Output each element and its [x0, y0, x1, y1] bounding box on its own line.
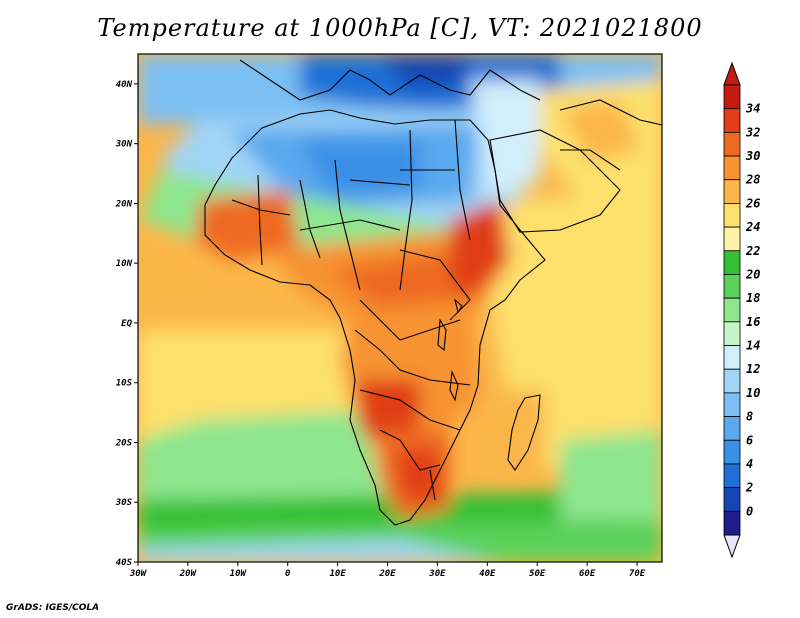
colorbar-level-label: 26: [745, 196, 760, 210]
colorbar-level-label: 12: [746, 362, 760, 376]
colorbar-level-label: 2: [745, 481, 753, 495]
colorbar-swatch: [723, 297, 741, 323]
latitude-axis: 40N 30N 20N 10N EQ 10S 20S 30S 40S: [115, 80, 138, 568]
colorbar-level-label: 28: [745, 173, 760, 187]
lat-tick-label: 40N: [116, 80, 133, 90]
colorbar-level-label: 8: [746, 410, 753, 424]
lon-tick-label: 30E: [428, 569, 446, 579]
lat-tick-label: 20N: [115, 199, 133, 209]
lon-tick-label: 10E: [329, 569, 346, 579]
colorbar-level-label: 18: [746, 291, 760, 305]
footer-credit: GrADS: IGES/COLA: [6, 603, 100, 613]
coastlines: [204, 59, 662, 526]
colorbar-swatch: [723, 392, 741, 417]
colorbar-swatch: [723, 416, 741, 441]
colorbar-swatch: [723, 203, 741, 228]
colorbar-level-label: 32: [745, 125, 760, 139]
colorbar-swatch: [723, 226, 741, 252]
chart-title: Temperature at 1000hPa [C], VT: 20210218…: [97, 14, 703, 42]
colorbar-swatch: [723, 487, 741, 512]
lat-tick-label: 30S: [115, 498, 133, 508]
lon-tick-label: 70E: [629, 569, 646, 579]
colorbar-level-label: 0: [746, 504, 753, 518]
colorbar-swatch: [723, 368, 741, 394]
colorbar-under-triangle: [723, 534, 741, 559]
lon-tick-label: 20E: [378, 569, 396, 579]
lat-tick-label: 10S: [116, 379, 133, 389]
lon-tick-label: 40E: [479, 569, 496, 579]
lon-tick-label: 20W: [179, 569, 198, 579]
colorbar-level-label: 14: [746, 339, 760, 353]
lat-tick-label: 30N: [115, 140, 133, 150]
colorbar-swatch: [723, 345, 741, 370]
colorbar-swatch: [723, 84, 741, 110]
map-frame: [137, 53, 663, 563]
colorbar-over-triangle: [723, 61, 741, 86]
colorbar-swatch: [723, 463, 741, 489]
colorbar-level-label: 34: [745, 102, 760, 116]
colorbar-swatch: [723, 131, 741, 157]
lat-tick-label: EQ: [121, 319, 132, 329]
colorbar-swatch: [723, 439, 741, 465]
colorbar-level-label: 16: [746, 315, 760, 329]
lon-tick-label: 10W: [230, 569, 248, 579]
lat-tick-label: 10N: [116, 259, 133, 269]
colorbar-swatch: [723, 510, 741, 536]
colorbar-swatch: [723, 321, 741, 346]
colorbar-level-label: 22: [745, 244, 760, 258]
lat-tick-label: 40S: [116, 558, 133, 568]
colorbar-swatch: [723, 108, 741, 133]
colorbar-level-label: 30: [745, 149, 760, 163]
colorbar-level-label: 6: [746, 433, 753, 447]
colorbar-level-label: 20: [745, 267, 760, 281]
temperature-field: [138, 54, 662, 562]
colorbar-level-label: 4: [746, 457, 753, 471]
colorbar-swatch: [723, 179, 741, 204]
colorbar-swatch: [723, 274, 741, 299]
colorbar-swatch: [723, 250, 741, 275]
colorbar-swatch: [723, 155, 741, 181]
lon-tick-label: 30W: [129, 569, 148, 579]
lat-tick-label: 20S: [115, 438, 133, 448]
colorbar-level-label: 10: [746, 386, 760, 400]
longitude-axis: 30W 20W 10W 0 10E 20E 30E 40E 50E 60E 70E: [129, 562, 646, 579]
lon-tick-label: 50E: [529, 569, 546, 579]
lon-tick-label: 60E: [579, 569, 596, 579]
lon-tick-label: 0: [285, 569, 291, 579]
colorbar-level-label: 24: [745, 220, 760, 234]
